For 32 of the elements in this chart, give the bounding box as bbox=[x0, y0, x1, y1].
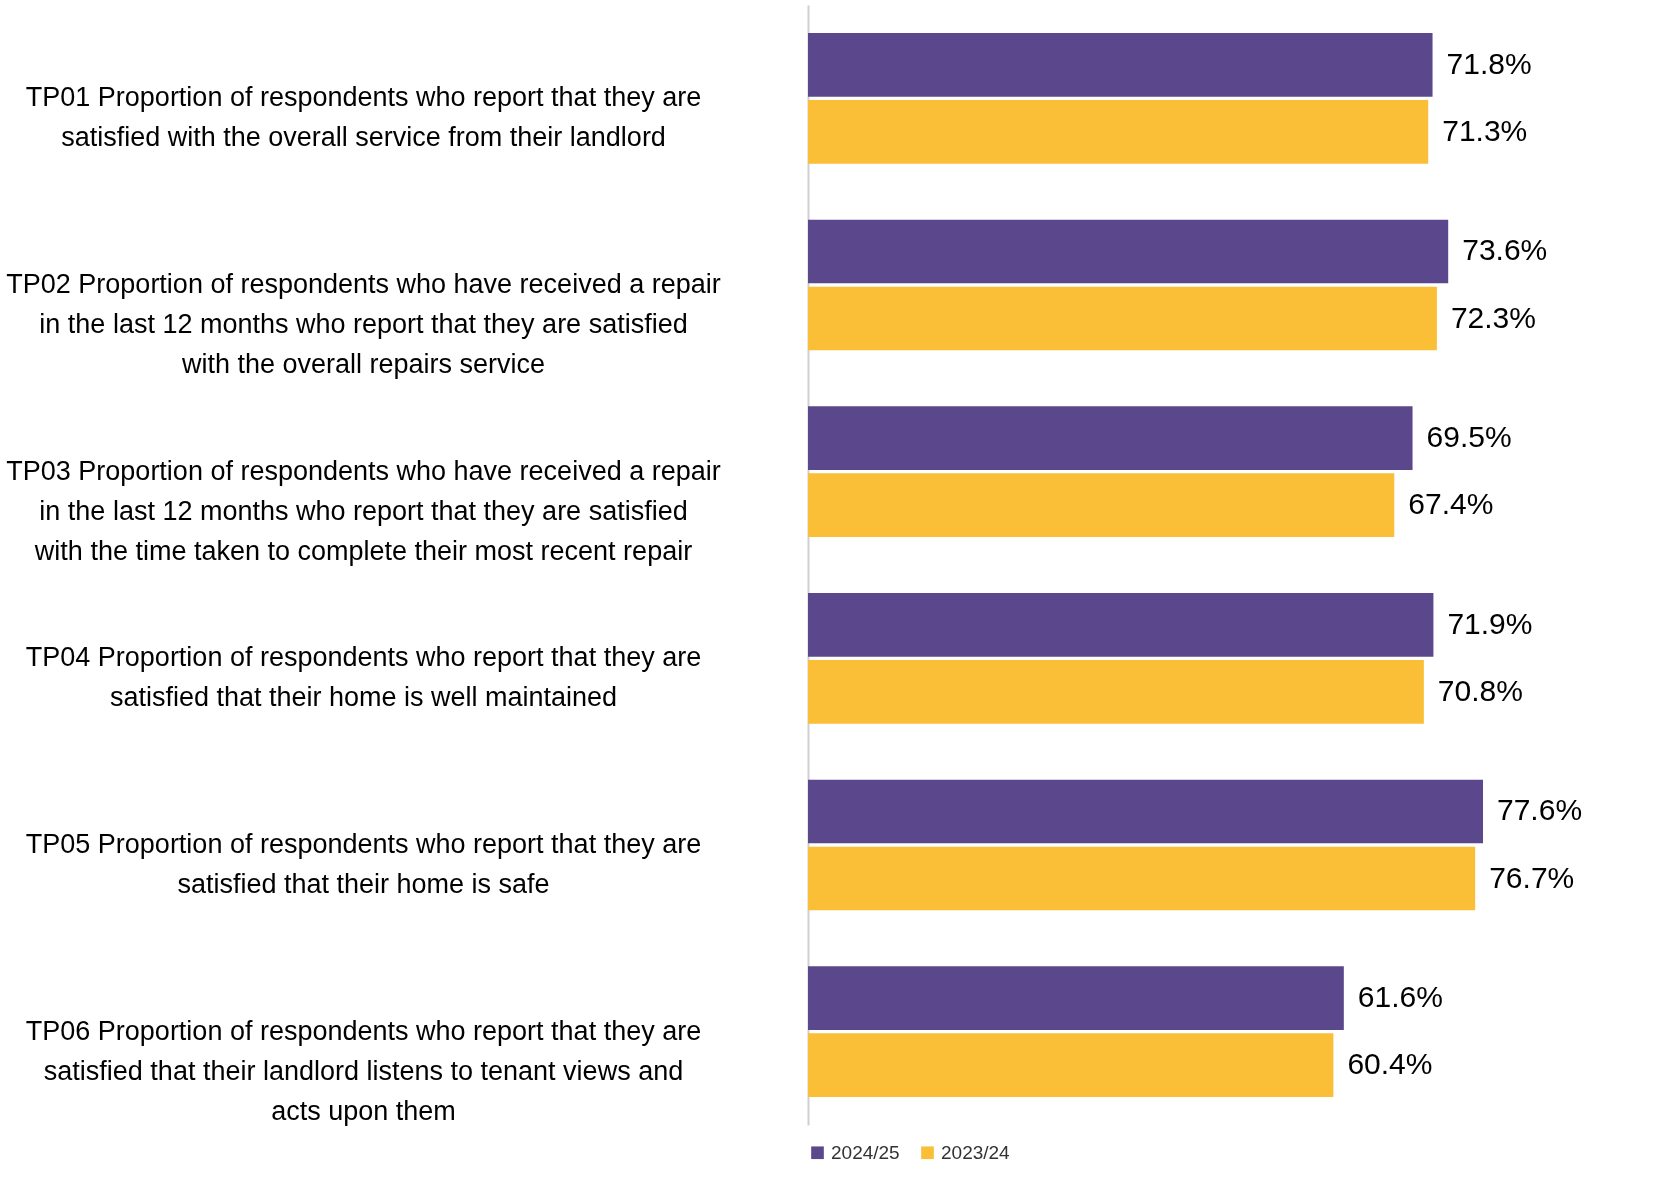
data-label: 71.3% bbox=[1442, 113, 1528, 147]
bar bbox=[808, 286, 1437, 351]
bar bbox=[808, 406, 1413, 470]
data-label: 76.7% bbox=[1489, 860, 1575, 894]
data-label: 71.8% bbox=[1446, 46, 1532, 80]
legend-label: 2023/24 bbox=[941, 1141, 1011, 1163]
bar bbox=[808, 473, 1395, 537]
y-tick-label: TP02 Proportion of respondents who have received a repair in the last 12 months who report that they are satisfied with the overall repairs service bbox=[6, 269, 721, 379]
data-label: 77.6% bbox=[1497, 793, 1583, 827]
legend-label: 2024/25 bbox=[831, 1141, 900, 1163]
y-tick-label: TP04 Proportion of respondents who report that they are satisfied that their home is well maintained bbox=[25, 642, 702, 713]
bar bbox=[808, 593, 1434, 657]
bar bbox=[808, 100, 1429, 164]
y-tick-label: TP03 Proportion of respondents who have received a repair in the last 12 months who report that they are satisfied with the time taken to complete their most recent repair bbox=[6, 455, 721, 566]
bar bbox=[808, 846, 1476, 911]
data-label: 72.3% bbox=[1450, 300, 1536, 334]
data-label: 60.4% bbox=[1347, 1047, 1433, 1081]
y-tick-label: TP05 Proportion of respondents who report that they are satisfied that their home is safe bbox=[25, 829, 702, 899]
y-tick-label: TP06 Proportion of respondents who report that they are satisfied that their landlord listens to tenant views and acts upon them bbox=[25, 1015, 702, 1126]
data-label: 67.4% bbox=[1408, 487, 1494, 521]
bar bbox=[808, 219, 1449, 284]
y-tick-label: TP01 Proportion of respondents who report that they are satisfied with the overall service from their landlord bbox=[25, 82, 702, 153]
bar bbox=[808, 779, 1483, 844]
data-label: 73.6% bbox=[1462, 233, 1548, 267]
bar bbox=[808, 1033, 1334, 1097]
data-label: 70.8% bbox=[1437, 673, 1523, 707]
data-label: 69.5% bbox=[1426, 420, 1512, 454]
bar bbox=[808, 966, 1344, 1030]
data-label: 71.9% bbox=[1447, 606, 1533, 640]
bar bbox=[808, 660, 1424, 724]
bar bbox=[808, 33, 1433, 97]
data-label: 61.6% bbox=[1357, 980, 1443, 1014]
